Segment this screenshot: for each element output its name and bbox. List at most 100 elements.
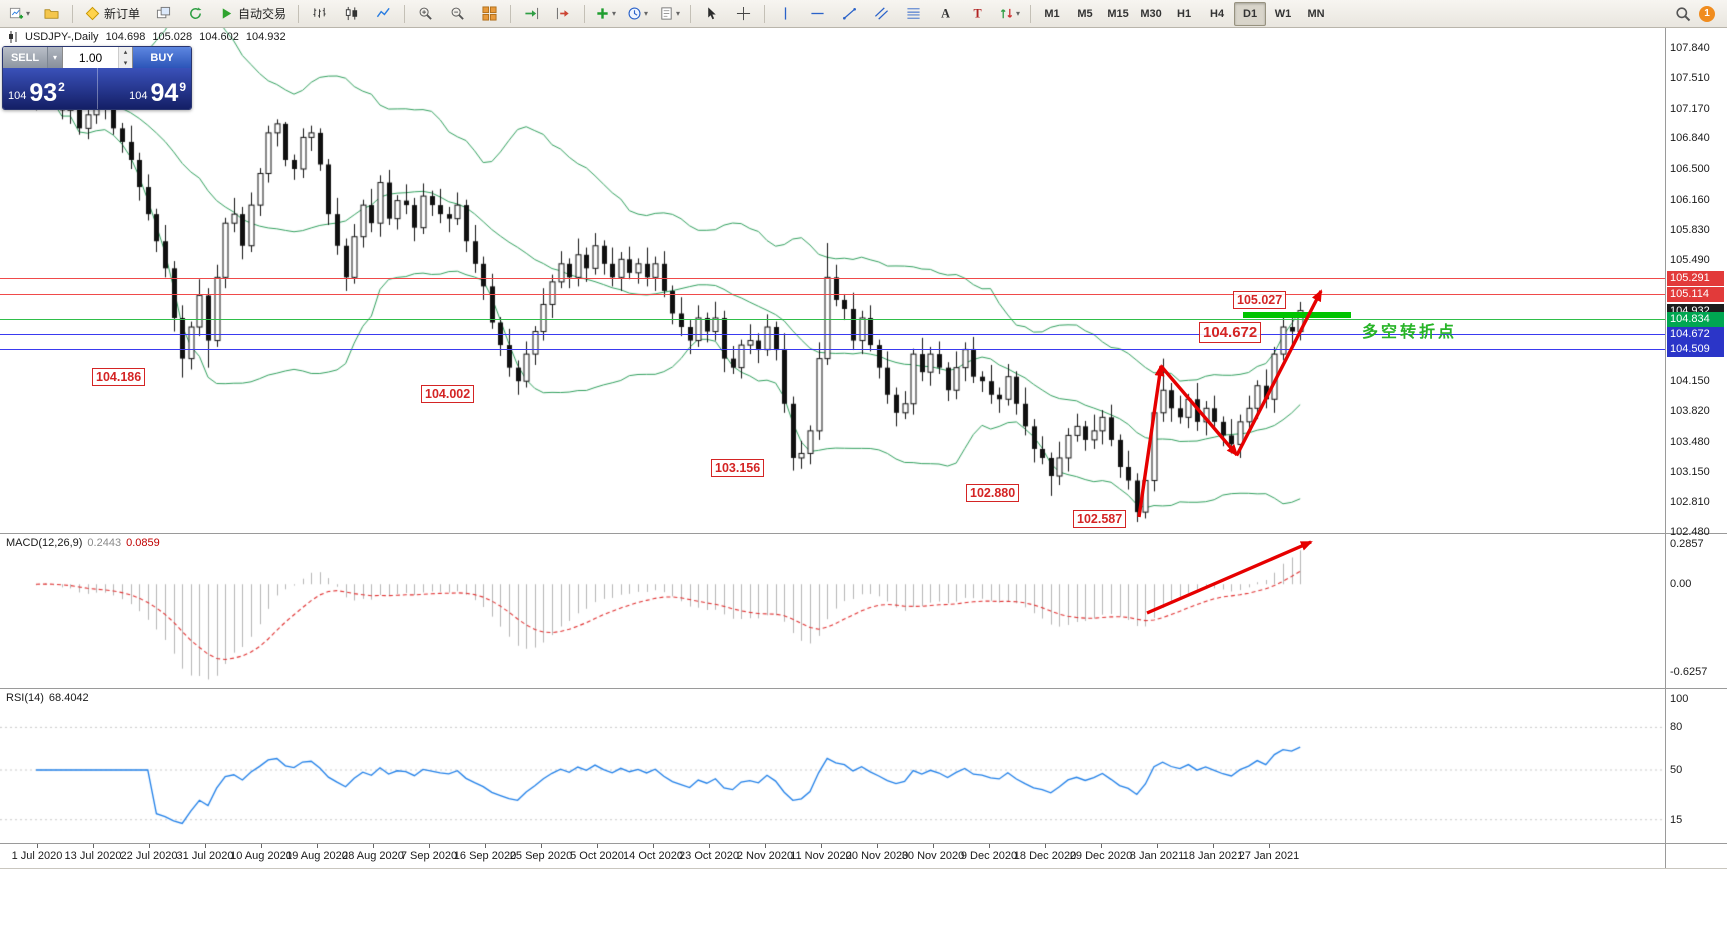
candlestick-icon	[344, 6, 359, 21]
horizontal-level-line[interactable]	[0, 319, 1665, 320]
line-chart-button[interactable]	[368, 2, 399, 26]
templates-button[interactable]: ▾	[654, 2, 685, 26]
search-icon[interactable]	[1675, 6, 1691, 22]
date-axis-label: 14 Oct 2020	[623, 850, 683, 862]
text-label-button[interactable]: T	[962, 2, 993, 26]
rsi-canvas[interactable]	[0, 689, 1666, 843]
vertical-line-icon	[778, 6, 793, 21]
bar-chart-button[interactable]	[304, 2, 335, 26]
zoom-in-button[interactable]	[410, 2, 441, 26]
price-callout[interactable]: 105.027	[1233, 291, 1287, 309]
date-tick	[1157, 844, 1158, 848]
cursor-button[interactable]	[696, 2, 727, 26]
price-callout[interactable]: 104.002	[421, 385, 475, 403]
date-tick	[877, 844, 878, 848]
timeframe-button-d1[interactable]: D1	[1234, 1, 1267, 26]
axis-separator	[1665, 28, 1666, 868]
bid-price[interactable]: 104 93 2	[3, 68, 97, 109]
auto-scroll-button[interactable]	[516, 2, 547, 26]
order-type-dropdown[interactable]: ▾	[47, 47, 62, 68]
new-order-button[interactable]: 新订单	[78, 2, 147, 26]
bar-chart-icon	[312, 6, 327, 21]
zoom-out-button[interactable]	[442, 2, 473, 26]
candlestick-chart-button[interactable]	[336, 2, 367, 26]
periods-button[interactable]: ▾	[622, 2, 653, 26]
arrows-icon	[999, 6, 1014, 21]
timeframe-button-m15[interactable]: M15	[1107, 7, 1129, 20]
new-order-icon	[85, 6, 100, 21]
arrows-button[interactable]: ▾	[994, 2, 1025, 26]
macd-axis-label: 0.2857	[1670, 538, 1704, 550]
price-axis-label: 106.160	[1670, 193, 1710, 206]
bid-dec: 93	[29, 79, 58, 107]
horizontal-level-line[interactable]	[0, 278, 1665, 279]
timeframe-button-h1[interactable]: H1	[1177, 7, 1192, 20]
horizontal-line-button[interactable]	[802, 2, 833, 26]
date-tick	[485, 844, 486, 848]
price-axis-tag: 104.834	[1667, 312, 1724, 328]
price-callout[interactable]: 104.672	[1199, 322, 1262, 343]
timeframe-button-w1[interactable]: W1	[1274, 7, 1292, 20]
autotrading-label: 自动交易	[238, 7, 287, 21]
price-callout[interactable]: 102.587	[1073, 510, 1127, 528]
toolbar-separator	[510, 4, 512, 23]
date-tick	[261, 844, 262, 848]
volume-up-button[interactable]: ▴	[119, 47, 132, 58]
trendline-button[interactable]	[834, 2, 865, 26]
volume-down-button[interactable]: ▾	[119, 57, 132, 68]
price-callout[interactable]: 103.156	[711, 459, 765, 477]
svg-text:T: T	[973, 7, 981, 21]
toolbar-right-group: 1	[1675, 5, 1723, 22]
timeframe-buttons: M1 M5 M15 M30 H1 H4 D1 W1 MN	[1036, 1, 1332, 26]
windows-icon	[156, 6, 171, 21]
buy-button[interactable]: BUY	[133, 47, 191, 68]
price-axis-label: 103.480	[1670, 435, 1710, 448]
date-tick	[989, 844, 990, 848]
price-axis-tag: 104.509	[1667, 341, 1724, 357]
fibonacci-button[interactable]	[898, 2, 929, 26]
horizontal-level-line[interactable]	[0, 294, 1665, 295]
price-callout[interactable]: 104.186	[92, 368, 146, 386]
text-button[interactable]: A	[930, 2, 961, 26]
vertical-line-button[interactable]	[770, 2, 801, 26]
chart-window-bottom-edge	[0, 868, 1727, 869]
price-axis-tag: 105.291	[1667, 271, 1724, 287]
price-callout[interactable]: 102.880	[966, 484, 1020, 502]
ask-price[interactable]: 104 94 9	[96, 68, 192, 109]
new-chart-button[interactable]: ▾	[4, 2, 35, 26]
chart-shift-button[interactable]	[548, 2, 579, 26]
date-axis-label: 23 Oct 2020	[679, 850, 739, 862]
toolbar-separator	[298, 4, 300, 23]
panel-separator[interactable]	[0, 533, 1727, 534]
play-icon	[219, 6, 234, 21]
horizontal-level-line[interactable]	[0, 349, 1665, 350]
date-tick	[37, 844, 38, 848]
autotrading-button[interactable]: 自动交易	[212, 2, 293, 26]
chart-windows-button[interactable]	[148, 2, 179, 26]
timeframe-button-mn[interactable]: MN	[1307, 7, 1325, 20]
notifications-badge[interactable]: 1	[1699, 5, 1715, 22]
date-tick	[317, 844, 318, 848]
panel-separator[interactable]	[0, 843, 1727, 844]
timeframe-button-m5[interactable]: M5	[1077, 7, 1093, 20]
rsi-label: RSI(14) 68.4042	[6, 692, 89, 704]
tile-windows-button[interactable]	[474, 2, 505, 26]
refresh-button[interactable]	[180, 2, 211, 26]
volume-input[interactable]	[63, 47, 118, 68]
template-icon	[659, 6, 674, 21]
turning-point-label[interactable]: 多空转折点	[1362, 324, 1458, 341]
timeframe-button-h4[interactable]: H4	[1210, 7, 1225, 20]
macd-canvas[interactable]	[0, 534, 1666, 688]
channel-button[interactable]	[866, 2, 897, 26]
panel-separator[interactable]	[0, 688, 1727, 689]
indicators-button[interactable]: ▾	[590, 2, 621, 26]
turning-point-level-bar[interactable]	[1243, 312, 1351, 318]
horizontal-level-line[interactable]	[0, 334, 1665, 335]
profiles-button[interactable]	[36, 2, 67, 26]
svg-text:A: A	[941, 7, 950, 21]
timeframe-button-m30[interactable]: M30	[1140, 7, 1162, 20]
timeframe-button-m1[interactable]: M1	[1044, 7, 1060, 20]
main-chart-canvas[interactable]	[0, 28, 1666, 533]
sell-button[interactable]: SELL	[3, 47, 47, 68]
crosshair-button[interactable]	[728, 2, 759, 26]
